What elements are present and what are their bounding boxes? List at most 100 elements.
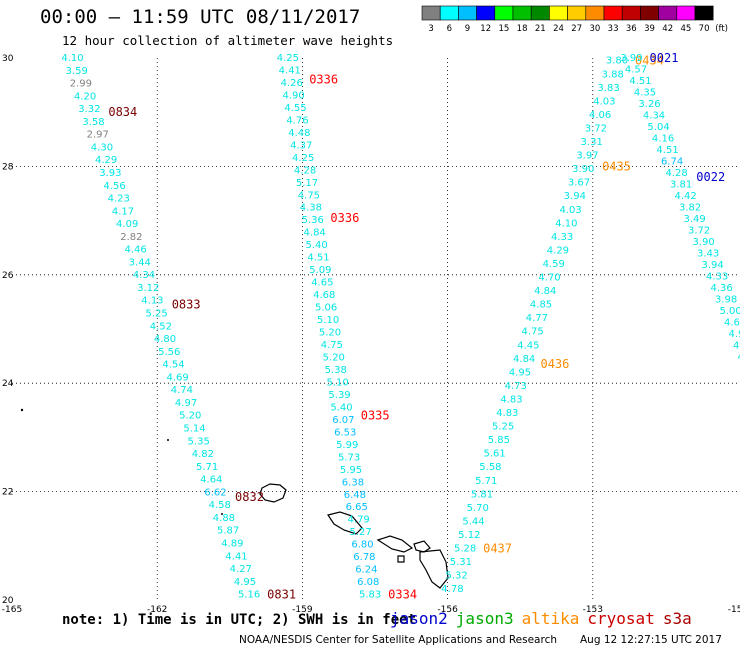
lat-tick-label: 20	[2, 596, 14, 606]
hawaiian-islands	[20, 408, 449, 589]
wave-height-value: 4.13	[141, 296, 163, 307]
wave-height-value: 3.90	[572, 164, 594, 175]
wave-height-value: 4.33	[551, 232, 573, 243]
wave-height-value: 3.43	[697, 248, 719, 259]
wave-height-value: 4.82	[192, 449, 214, 460]
pass-time-label: 0437	[483, 542, 512, 556]
generated-timestamp: Aug 12 12:27:15 UTC 2017	[580, 634, 722, 646]
colorbar-swatch	[640, 5, 659, 21]
colorbar-label: 18	[517, 24, 528, 34]
wave-height-value: 4.88	[213, 513, 235, 524]
wave-height-value: 6.08	[357, 577, 379, 588]
wave-height-value: 4.84	[513, 354, 535, 365]
wave-height-value: 4.59	[543, 259, 565, 270]
wave-height-value: 5.04	[647, 122, 669, 133]
wave-height-value: 4.35	[634, 87, 656, 98]
wave-height-value: 3.93	[99, 168, 121, 179]
lat-tick-label: 26	[2, 271, 14, 281]
wave-height-value: 4.51	[656, 145, 678, 156]
satellite-tracks: 4.10 3.59 2.994.20 3.32 3.58 2.974.30 4.29 3.93…	[61, 51, 740, 602]
wave-height-value: 4.38	[300, 203, 322, 214]
colorbar-label: 9	[465, 24, 470, 34]
wave-height-value: 4.72	[733, 340, 740, 351]
wave-height-value: 5.73	[338, 452, 360, 463]
wave-height-value: 4.83	[500, 394, 522, 405]
wave-height-value: 4.46	[124, 245, 146, 256]
wave-height-value: 3.49	[683, 214, 705, 225]
pass-time-label: 0435	[602, 159, 631, 173]
wave-height-value: 3.83	[597, 83, 619, 94]
wave-height-value: 3.90	[692, 237, 714, 248]
wave-height-value: 4.36	[711, 283, 733, 294]
wave-height-value: 4.60	[724, 317, 740, 328]
lat-tick-label: 28	[2, 162, 14, 172]
pass-time-label: 0832	[235, 490, 264, 504]
wave-height-value: 4.65	[311, 278, 333, 289]
lon-tick-label: -153	[583, 605, 603, 615]
lat-tick-label: 24	[2, 379, 14, 389]
pass-time-label: 0834	[108, 105, 137, 119]
colorbar-swatch	[694, 5, 714, 21]
wave-height-value: 4.75	[321, 340, 343, 351]
credit-line: NOAA/NESDIS Center for Satellite Applica…	[239, 634, 557, 646]
wave-height-value: 4.20	[74, 91, 96, 102]
wave-height-value: 5.70	[467, 503, 489, 514]
wave-height-value: 5.27	[349, 527, 371, 538]
wave-height-value: 5.28	[454, 544, 476, 555]
wave-height-value: 4.41	[279, 65, 301, 76]
satellite-legend: jason2 jason3 altika cryosat s3a	[390, 609, 700, 628]
wave-height-value: 6.48	[344, 490, 366, 501]
colorbar-label: 70	[699, 24, 710, 34]
wave-height-value: 5.10	[317, 315, 339, 326]
wave-height-value: 4.41	[225, 551, 247, 562]
legend-s3a: s3a	[662, 609, 692, 628]
wave-height-value: 4.48	[288, 128, 310, 139]
wave-height-value: 4.03	[593, 96, 615, 107]
pass-time-label: 0833	[172, 298, 201, 312]
wave-height-value: 4.84	[534, 286, 556, 297]
lat-tick-label: 22	[2, 488, 13, 498]
wave-height-value: 5.87	[217, 526, 239, 537]
colorbar-swatch	[476, 5, 496, 21]
colorbar-swatch	[603, 5, 623, 21]
wave-height-value: 3.31	[581, 137, 603, 148]
wave-height-value: 4.89	[221, 538, 243, 549]
wave-height-value: 5.95	[340, 465, 362, 476]
wave-height-value: 5.83	[359, 590, 381, 601]
wave-height-value: 4.77	[526, 313, 548, 324]
wave-height-value: 2.82	[120, 232, 142, 243]
wave-height-value: 4.55	[284, 103, 306, 114]
wave-height-value: 4.84	[304, 228, 326, 239]
lon-tick-label: -165	[2, 605, 22, 615]
wave-height-value: 4.78	[441, 584, 463, 595]
wave-height-value: 4.28	[665, 168, 687, 179]
wave-height-value: 3.72	[688, 225, 710, 236]
track-jason2: 3.994.574.514.353.264.345.044.164.516.74…	[620, 51, 740, 363]
wave-height-value: 4.30	[91, 142, 113, 153]
wave-height-value: 4.95	[509, 367, 531, 378]
wave-height-value: 4.37	[290, 140, 312, 151]
wave-height-value: 4.03	[559, 205, 581, 216]
wave-height-value: 4.58	[209, 500, 231, 511]
wave-height-value: 5.20	[179, 411, 201, 422]
wave-height-value: 6.74	[661, 156, 683, 167]
wave-height-value: 4.29	[95, 155, 117, 166]
colorbar-label: 15	[498, 24, 509, 34]
colorbar-label: 12	[480, 24, 491, 34]
wave-height-value: 5.09	[309, 265, 331, 276]
legend-jason3: jason3	[455, 609, 514, 628]
wave-height-value: 3.12	[137, 283, 159, 294]
wave-height-value: 4.64	[200, 475, 222, 486]
wave-height-value: 5.40	[330, 402, 352, 413]
wave-height-value: 3.94	[701, 260, 723, 271]
wave-height-value: 3.80	[606, 56, 628, 67]
wave-height-value: 4.16	[652, 133, 674, 144]
wave-height-value: 4.34	[643, 110, 665, 121]
pass-time-label: 0336	[309, 73, 338, 87]
colorbar-swatch	[621, 5, 641, 21]
wave-height-value: 3.72	[585, 123, 607, 134]
wave-height-value: 4.90	[282, 90, 304, 101]
map-title: 00:00 — 11:59 UTC 08/11/2017	[40, 6, 361, 28]
wave-height-value: 3.67	[568, 178, 590, 189]
